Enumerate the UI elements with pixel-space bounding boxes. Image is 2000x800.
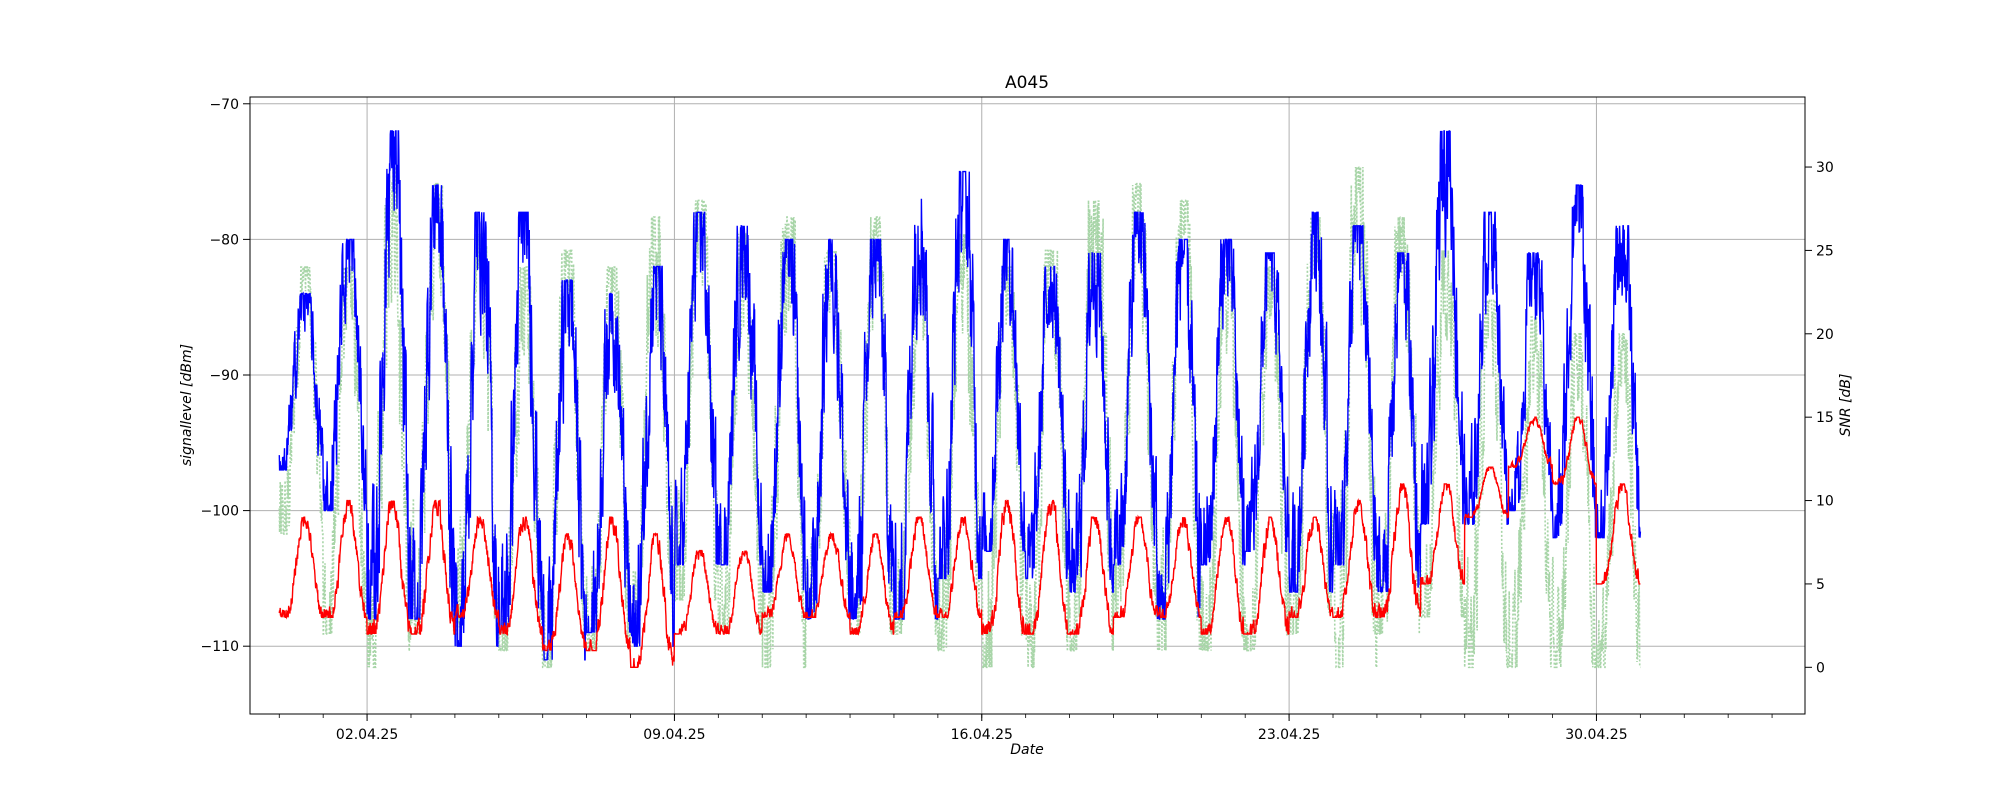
x-tick-label: 23.04.25	[1258, 727, 1320, 743]
x-tick-label: 02.04.25	[336, 727, 398, 743]
y-tick-label: −70	[209, 97, 239, 113]
series-group	[278, 130, 1642, 669]
y2-tick-label: 25	[1816, 243, 1834, 259]
series-line-1	[278, 166, 1641, 669]
y-tick-label: −110	[201, 639, 239, 655]
y-tick-label: −80	[209, 232, 239, 248]
y2-axis-title: SNR [dB]	[1838, 374, 1854, 437]
ticks: 02.04.25 09.04.25 16.04.25 23.04.25 30.04.25…	[201, 97, 1834, 743]
series-line-2	[278, 416, 1641, 668]
y2-tick-label: 20	[1816, 327, 1834, 343]
y2-tick-label: 0	[1816, 660, 1825, 676]
grid	[250, 97, 1805, 714]
y2-tick-label: 10	[1816, 494, 1834, 510]
x-tick-label: 30.04.25	[1565, 727, 1627, 743]
x-axis-title: Date	[1010, 742, 1043, 758]
y-axis-title: signallevel [dBm]	[179, 344, 195, 466]
plot-frame	[249, 96, 1806, 715]
chart-title: A045	[1005, 73, 1049, 93]
y-tick-label: −100	[201, 504, 239, 520]
y2-tick-label: 15	[1816, 410, 1834, 426]
y-tick-label: −90	[209, 368, 239, 384]
x-tick-label: 16.04.25	[951, 727, 1013, 743]
y2-tick-label: 30	[1816, 160, 1834, 176]
x-tick-label: 09.04.25	[643, 727, 705, 743]
y2-tick-label: 5	[1816, 577, 1825, 593]
